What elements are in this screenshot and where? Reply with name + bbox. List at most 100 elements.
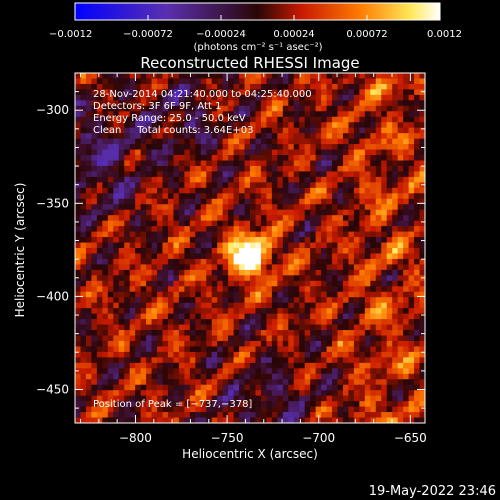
heatmap-cell (195, 116, 202, 123)
heatmap-cell (260, 204, 268, 211)
heatmap-cell (211, 340, 218, 348)
heatmap-cell (173, 390, 180, 397)
heatmap-cell (178, 94, 185, 101)
heatmap-cell (321, 269, 328, 276)
heatmap-cell (200, 379, 207, 386)
heatmap-cell (244, 417, 251, 423)
heatmap-cell (157, 73, 164, 80)
heatmap-cell (353, 133, 360, 140)
heatmap-cell (375, 149, 382, 156)
heatmap-cell (129, 275, 136, 282)
heatmap-cell (244, 226, 251, 233)
heatmap-cell (184, 401, 191, 408)
heatmap-cell (75, 335, 82, 342)
heatmap-cell (342, 379, 350, 386)
heatmap-cell (96, 417, 103, 423)
heatmap-cell (326, 78, 333, 85)
heatmap-cell (96, 313, 103, 320)
heatmap-cell (342, 280, 350, 287)
heatmap-cell (359, 313, 366, 320)
heatmap-cell (222, 237, 229, 244)
heatmap-cell (392, 291, 399, 298)
heatmap-cell (359, 144, 366, 151)
heatmap-cell (91, 209, 98, 216)
heatmap-cell (211, 390, 218, 397)
heatmap-cell (113, 384, 120, 391)
heatmap-cell (195, 379, 202, 386)
heatmap-cell (250, 176, 257, 183)
heatmap-cell (315, 204, 322, 211)
heatmap-cell (151, 313, 158, 320)
heatmap-cell (381, 248, 388, 255)
heatmap-cell (414, 176, 421, 183)
heatmap-cell (228, 264, 235, 271)
heatmap-cell (96, 395, 103, 402)
heatmap-cell (102, 176, 109, 183)
heatmap-cell (271, 171, 278, 178)
heatmap-cell (250, 83, 257, 91)
heatmap-cell (118, 78, 125, 85)
heatmap-cell (332, 220, 339, 227)
heatmap-cell (353, 182, 360, 189)
heatmap-cell (271, 73, 278, 80)
heatmap-cell (310, 242, 317, 249)
heatmap-cell (250, 406, 257, 413)
heatmap-cell (118, 390, 125, 397)
heatmap-cell (271, 144, 278, 151)
heatmap-cell (140, 226, 147, 233)
heatmap-cell (228, 78, 235, 85)
heatmap-cell (250, 220, 257, 227)
heatmap-cell (315, 330, 322, 337)
heatmap-cell (288, 176, 295, 183)
heatmap-cell (206, 302, 213, 309)
heatmap-cell (403, 401, 410, 408)
heatmap-cell (217, 379, 224, 386)
heatmap-cell (304, 133, 311, 140)
heatmap-cell (288, 346, 295, 353)
heatmap-cell (228, 237, 235, 244)
heatmap-cell (255, 187, 262, 194)
heatmap-cell (381, 155, 388, 162)
heatmap-cell (75, 160, 82, 167)
heatmap-cell (80, 215, 87, 222)
heatmap-cell (397, 308, 404, 315)
heatmap-cell (299, 198, 306, 205)
heatmap-cell (419, 264, 425, 271)
heatmap-cell (129, 193, 136, 200)
heatmap-cell (85, 116, 93, 123)
heatmap-cell (129, 340, 136, 348)
heatmap-cell (146, 209, 153, 216)
heatmap-cell (189, 308, 196, 315)
heatmap-cell (178, 379, 185, 386)
heatmap-cell (260, 264, 268, 271)
heatmap-cell (244, 231, 251, 238)
heatmap-cell (222, 133, 229, 140)
heatmap-cell (118, 269, 125, 276)
heatmap-cell (342, 275, 350, 282)
heatmap-cell (162, 335, 169, 342)
heatmap-cell (167, 253, 175, 260)
heatmap-cell (370, 368, 377, 375)
heatmap-cell (255, 89, 262, 96)
heatmap-cell (277, 105, 284, 112)
heatmap-cell (75, 280, 82, 287)
heatmap-cell (102, 412, 109, 419)
heatmap-cell (167, 237, 175, 244)
heatmap-cell (408, 193, 415, 200)
heatmap-cell (195, 122, 202, 129)
heatmap-cell (206, 94, 213, 101)
heatmap-cell (348, 111, 355, 118)
heatmap-cell (151, 138, 158, 145)
heatmap-cell (184, 231, 191, 238)
heatmap-cell (342, 269, 350, 276)
heatmap-cell (173, 144, 180, 151)
heatmap-cell (375, 83, 382, 91)
heatmap-cell (162, 94, 169, 101)
heatmap-cell (348, 324, 355, 331)
heatmap-cell (332, 319, 339, 326)
heatmap-cell (277, 313, 284, 320)
heatmap-cell (178, 100, 185, 107)
heatmap-cell (91, 187, 98, 194)
heatmap-cell (419, 220, 425, 227)
heatmap-cell (102, 187, 109, 194)
